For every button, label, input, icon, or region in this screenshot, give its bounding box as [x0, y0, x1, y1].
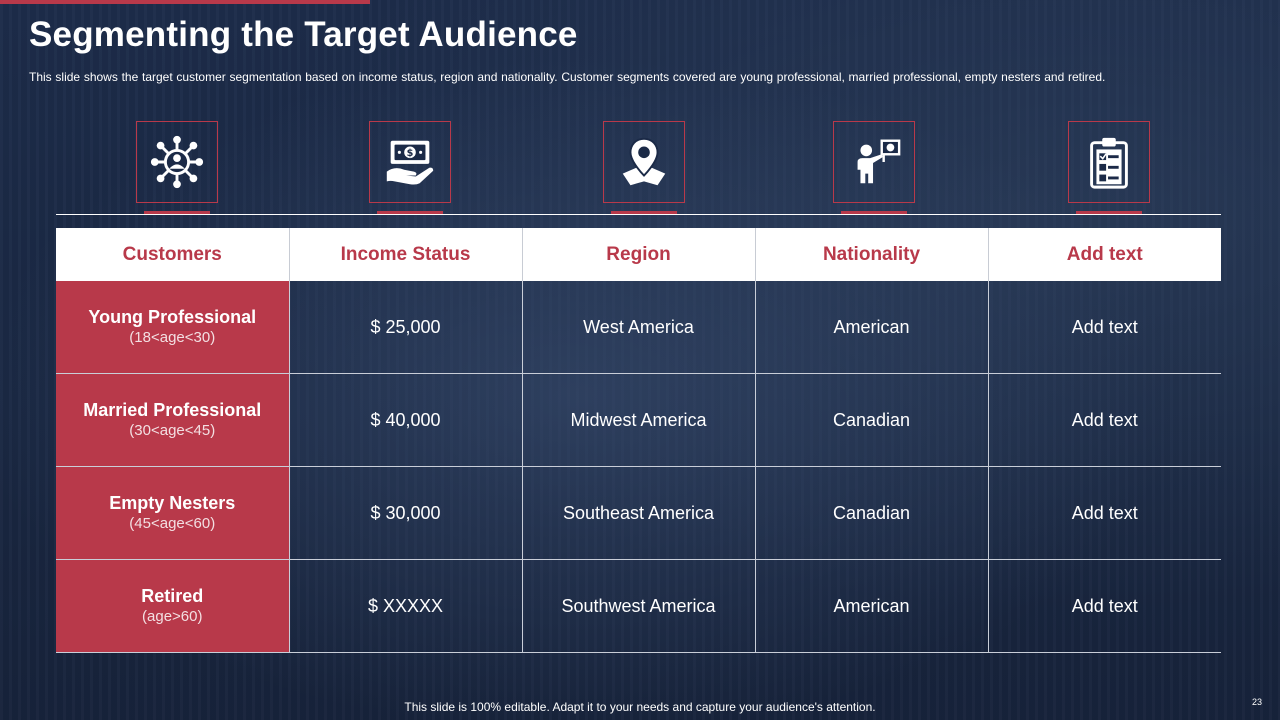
money-hand-icon: $ — [386, 140, 434, 185]
icon-box-nationality — [833, 121, 915, 203]
table-row: Young Professional (18<age<30) $ 25,000 … — [56, 281, 1221, 374]
customer-name: Retired — [141, 586, 204, 606]
add-text-cell: Add text — [987, 559, 1221, 653]
income-cell: $ XXXXX — [288, 559, 522, 653]
customer-cell: Young Professional (18<age<30) — [56, 281, 289, 374]
column-header-income: Income Status — [288, 228, 522, 281]
column-header-nationality: Nationality — [754, 228, 988, 281]
customer-age: (30<age<45) — [129, 422, 216, 439]
income-cell: $ 30,000 — [288, 466, 522, 560]
icon-underline-bar — [377, 211, 443, 215]
slide-footer: This slide is 100% editable. Adapt it to… — [404, 700, 876, 714]
customer-cell: Retired (age>60) — [56, 559, 289, 653]
column-header-customers: Customers — [56, 228, 289, 281]
icon-box-region — [603, 121, 685, 203]
add-text-cell: Add text — [987, 466, 1221, 560]
icon-underline-bar — [144, 211, 210, 215]
top-accent-bar — [0, 0, 370, 4]
region-cell: Southwest America — [521, 559, 755, 653]
icon-underline-bar — [611, 211, 677, 215]
svg-text:$: $ — [407, 148, 414, 159]
icon-box-extra — [1068, 121, 1150, 203]
table-row: Retired (age>60) $ XXXXX Southwest Ameri… — [56, 559, 1221, 653]
income-cell: $ 40,000 — [288, 373, 522, 467]
network-people-icon — [150, 135, 204, 189]
region-cell: Midwest America — [521, 373, 755, 467]
icon-box-customers — [136, 121, 218, 203]
header-divider — [56, 214, 1221, 215]
nationality-cell: Canadian — [754, 373, 988, 467]
add-text-cell: Add text — [987, 281, 1221, 374]
map-pin-icon — [622, 137, 666, 186]
icon-underline-bar — [1076, 211, 1142, 215]
customer-age: (age>60) — [142, 608, 203, 625]
table-row: Married Professional (30<age<45) $ 40,00… — [56, 373, 1221, 467]
customer-age: (45<age<60) — [129, 515, 216, 532]
add-text-cell: Add text — [987, 373, 1221, 467]
customer-name: Empty Nesters — [109, 493, 236, 513]
icon-underline-bar — [841, 211, 907, 215]
slide-subtitle: This slide shows the target customer seg… — [29, 70, 1106, 84]
table-row: Empty Nesters (45<age<60) $ 30,000 South… — [56, 466, 1221, 560]
icon-box-income: $ — [369, 121, 451, 203]
column-header-add-text: Add text — [987, 228, 1221, 281]
presenter-sign-icon — [857, 139, 901, 184]
customer-name: Young Professional — [88, 307, 257, 327]
income-cell: $ 25,000 — [288, 281, 522, 374]
nationality-cell: American — [754, 559, 988, 653]
customer-age: (18<age<30) — [129, 329, 216, 346]
column-header-region: Region — [521, 228, 755, 281]
clipboard-checklist-icon — [1090, 137, 1128, 189]
segmentation-table: Customers Income Status Region Nationali… — [56, 228, 1221, 653]
slide-title: Segmenting the Target Audience — [29, 15, 578, 54]
nationality-cell: Canadian — [754, 466, 988, 560]
region-cell: Southeast America — [521, 466, 755, 560]
customer-name: Married Professional — [83, 400, 262, 420]
region-cell: West America — [521, 281, 755, 374]
customer-cell: Married Professional (30<age<45) — [56, 373, 289, 467]
table-header-row: Customers Income Status Region Nationali… — [56, 228, 1221, 281]
customer-cell: Empty Nesters (45<age<60) — [56, 466, 289, 560]
nationality-cell: American — [754, 281, 988, 374]
page-number: 23 — [1251, 697, 1262, 707]
